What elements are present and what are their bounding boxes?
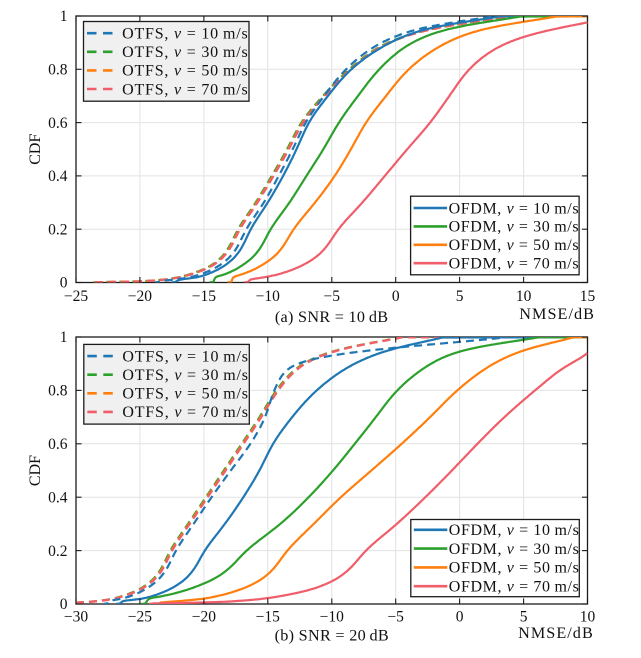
svg-text:OTFS, v = 30 m/s: OTFS, v = 30 m/s	[122, 367, 248, 384]
svg-text:−10: −10	[256, 288, 280, 305]
svg-text:0.8: 0.8	[48, 383, 68, 400]
svg-text:−20: −20	[128, 288, 152, 305]
svg-text:10: 10	[516, 288, 532, 305]
svg-text:0.8: 0.8	[48, 62, 68, 79]
svg-text:5: 5	[456, 288, 464, 305]
svg-text:−5: −5	[387, 608, 404, 625]
svg-text:15: 15	[580, 288, 596, 305]
svg-text:CDF: CDF	[27, 134, 44, 165]
svg-text:−20: −20	[192, 608, 216, 625]
svg-text:−25: −25	[64, 288, 88, 305]
svg-text:0.2: 0.2	[48, 221, 67, 238]
svg-text:5: 5	[520, 608, 528, 625]
svg-text:(a) SNR = 10 dB: (a) SNR = 10 dB	[275, 308, 389, 326]
svg-text:10: 10	[580, 608, 596, 625]
svg-text:OFDM, v = 70 m/s: OFDM, v = 70 m/s	[449, 579, 580, 596]
svg-text:0.6: 0.6	[48, 115, 68, 132]
svg-text:OTFS, v = 10 m/s: OTFS, v = 10 m/s	[122, 26, 248, 43]
svg-text:OTFS, v = 50 m/s: OTFS, v = 50 m/s	[122, 386, 248, 403]
svg-text:0.2: 0.2	[48, 543, 67, 560]
svg-text:OFDM, v = 10 m/s: OFDM, v = 10 m/s	[449, 200, 580, 217]
svg-text:OTFS, v = 70 m/s: OTFS, v = 70 m/s	[122, 404, 248, 421]
svg-text:OTFS, v = 10 m/s: OTFS, v = 10 m/s	[122, 348, 248, 365]
svg-text:OFDM, v = 30 m/s: OFDM, v = 30 m/s	[449, 541, 580, 558]
svg-text:0.4: 0.4	[48, 489, 68, 506]
svg-text:NMSE/dB: NMSE/dB	[519, 305, 595, 323]
svg-text:−15: −15	[192, 288, 216, 305]
svg-text:OFDM, v = 10 m/s: OFDM, v = 10 m/s	[449, 522, 580, 539]
svg-text:OFDM, v = 50 m/s: OFDM, v = 50 m/s	[449, 560, 580, 577]
svg-text:−10: −10	[320, 608, 344, 625]
svg-text:OTFS, v = 30 m/s: OTFS, v = 30 m/s	[122, 44, 248, 61]
svg-text:OTFS, v = 70 m/s: OTFS, v = 70 m/s	[122, 81, 248, 98]
svg-text:1: 1	[60, 329, 68, 346]
svg-text:OFDM, v = 70 m/s: OFDM, v = 70 m/s	[449, 256, 580, 273]
svg-text:1: 1	[60, 8, 68, 25]
svg-text:−5: −5	[324, 288, 341, 305]
svg-text:CDF: CDF	[27, 455, 44, 486]
svg-text:OFDM, v = 30 m/s: OFDM, v = 30 m/s	[449, 219, 580, 236]
svg-text:0.6: 0.6	[48, 436, 68, 453]
svg-text:0: 0	[456, 608, 464, 625]
svg-text:−15: −15	[256, 608, 280, 625]
svg-text:−25: −25	[128, 608, 152, 625]
svg-text:(b) SNR = 20 dB: (b) SNR = 20 dB	[275, 626, 389, 644]
svg-text:0.4: 0.4	[48, 168, 68, 185]
svg-text:0: 0	[392, 288, 400, 305]
svg-text:OFDM, v = 50 m/s: OFDM, v = 50 m/s	[449, 237, 580, 254]
svg-text:0: 0	[60, 275, 68, 292]
svg-text:−30: −30	[64, 608, 88, 625]
svg-text:NMSE/dB: NMSE/dB	[518, 624, 594, 642]
svg-text:0: 0	[60, 596, 68, 613]
svg-text:OTFS, v = 50 m/s: OTFS, v = 50 m/s	[122, 63, 248, 80]
